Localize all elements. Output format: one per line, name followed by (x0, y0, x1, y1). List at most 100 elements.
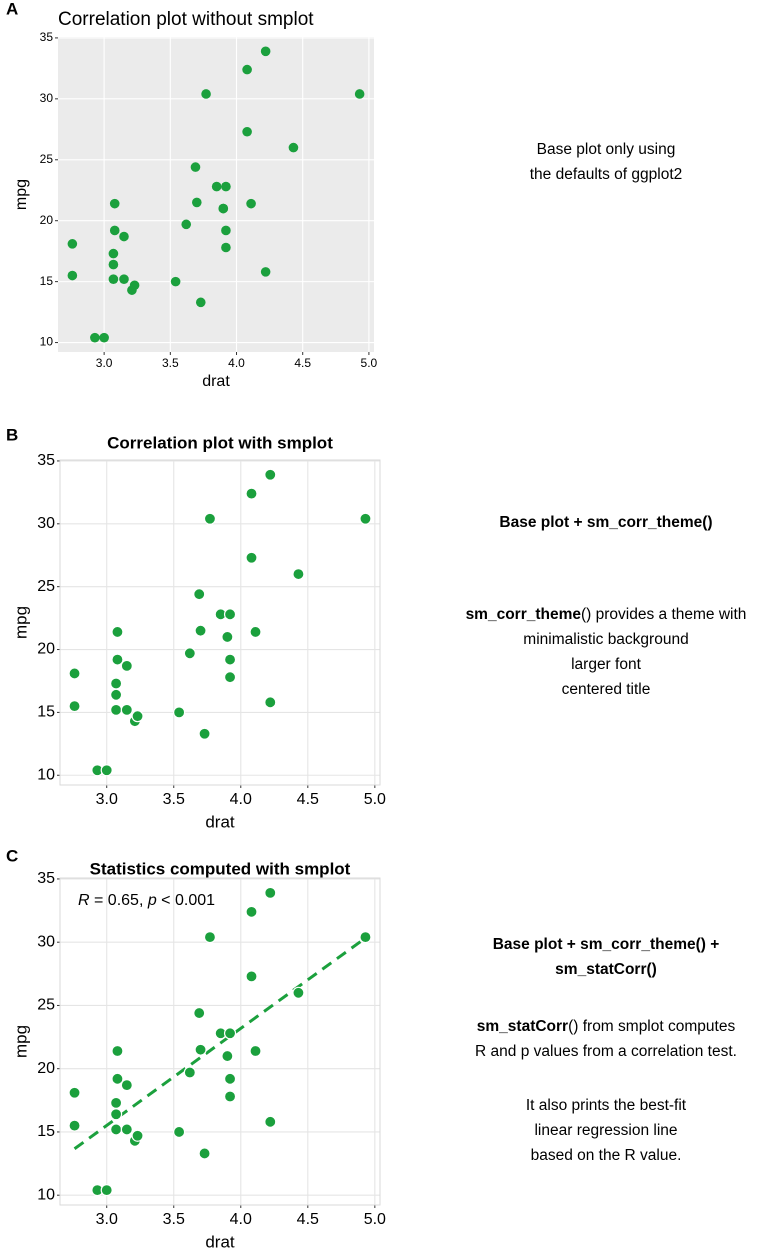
note-part: sm_statCorr (477, 1018, 568, 1035)
note-part: based on the R value. (531, 1147, 682, 1164)
point (120, 703, 133, 716)
point (260, 46, 271, 57)
point (170, 276, 181, 287)
point (190, 162, 201, 172)
point (359, 931, 372, 944)
note-part: R and p values from a correlation test. (475, 1043, 737, 1060)
point (292, 986, 305, 999)
y-axis-label: mpg (11, 606, 30, 639)
y-tick-label: 15 (37, 1123, 55, 1140)
panel-letter: B (6, 425, 18, 444)
point (111, 653, 124, 666)
point (198, 1147, 211, 1160)
point (120, 1079, 133, 1092)
point (100, 1184, 113, 1197)
x-axis-label: drat (205, 1232, 235, 1251)
point (249, 625, 262, 639)
point (110, 1096, 123, 1109)
note-line: Base plot + sm_corr_theme() (499, 514, 712, 531)
note-part: the defaults of ggplot2 (530, 166, 683, 183)
point (193, 588, 206, 601)
point (221, 630, 234, 644)
point (288, 142, 299, 153)
point (67, 270, 78, 281)
plot-border (59, 459, 381, 786)
point (131, 710, 144, 723)
point (100, 764, 113, 777)
annotation-part: < 0.001 (157, 892, 215, 909)
x-tick-label: 3.0 (96, 1211, 118, 1228)
y-tick-label: 10 (37, 766, 55, 783)
x-tick-label: 4.5 (297, 791, 319, 808)
point (194, 624, 207, 637)
point (223, 1090, 237, 1103)
note-part: linear regression line (534, 1122, 677, 1139)
point (119, 274, 129, 284)
y-tick-label: 20 (37, 641, 55, 658)
point (183, 647, 196, 660)
y-tick-label: 15 (40, 274, 54, 288)
point (245, 487, 258, 500)
x-tick-label: 4.5 (297, 1211, 319, 1228)
point (264, 468, 277, 481)
point (119, 231, 129, 242)
y-tick-label: 10 (37, 1186, 55, 1203)
point (109, 225, 120, 236)
point (195, 297, 206, 308)
note-part: Base plot + sm_corr_theme() (499, 514, 712, 531)
point (108, 248, 119, 259)
plot-background (60, 460, 380, 785)
note-part: Base plot only using (537, 141, 676, 158)
point (221, 1049, 234, 1063)
note-line: R and p values from a correlation test. (475, 1043, 737, 1060)
y-tick-label: 25 (37, 578, 55, 595)
annotation-part: p (147, 892, 157, 909)
point (245, 551, 258, 564)
point (90, 332, 100, 343)
point (260, 267, 271, 277)
point (198, 727, 211, 740)
x-axis-label: drat (202, 373, 230, 390)
point (173, 1125, 186, 1139)
panel-letter: A (6, 0, 18, 18)
point (264, 696, 277, 709)
point (245, 905, 258, 918)
y-axis-label: mpg (11, 1025, 30, 1058)
point (192, 197, 202, 208)
plot-background (58, 37, 374, 352)
point (201, 89, 211, 99)
note-part: sm_statCorr() (555, 961, 657, 978)
note-line: It also prints the best-fit (526, 1097, 687, 1114)
x-tick-label: 3.0 (96, 356, 113, 370)
annotation-part: = 0.65, (90, 892, 148, 909)
x-tick-label: 4.0 (228, 356, 245, 370)
y-tick-label: 30 (37, 933, 55, 950)
point (221, 242, 231, 253)
note-part: Base plot + sm_corr_theme() + (493, 936, 720, 953)
point (193, 1006, 206, 1020)
y-tick-label: 20 (40, 213, 54, 227)
point (68, 1086, 81, 1099)
point (111, 625, 124, 639)
point (110, 688, 123, 701)
note-part: larger font (571, 656, 641, 673)
point (264, 886, 277, 899)
y-tick-label: 25 (37, 997, 55, 1014)
point (173, 706, 186, 719)
point (108, 274, 119, 284)
point (68, 700, 81, 713)
note-line: sm_corr_theme() provides a theme with (466, 606, 747, 623)
point (221, 181, 231, 192)
x-tick-label: 3.5 (163, 1211, 185, 1228)
point (218, 203, 229, 214)
point (221, 225, 231, 236)
x-tick-label: 3.0 (96, 791, 118, 808)
x-tick-label: 5.0 (364, 791, 386, 808)
point (183, 1066, 196, 1079)
y-tick-label: 35 (37, 870, 55, 887)
point (354, 89, 365, 99)
point (120, 659, 133, 672)
point (292, 567, 305, 581)
note-line: centered title (562, 681, 651, 698)
